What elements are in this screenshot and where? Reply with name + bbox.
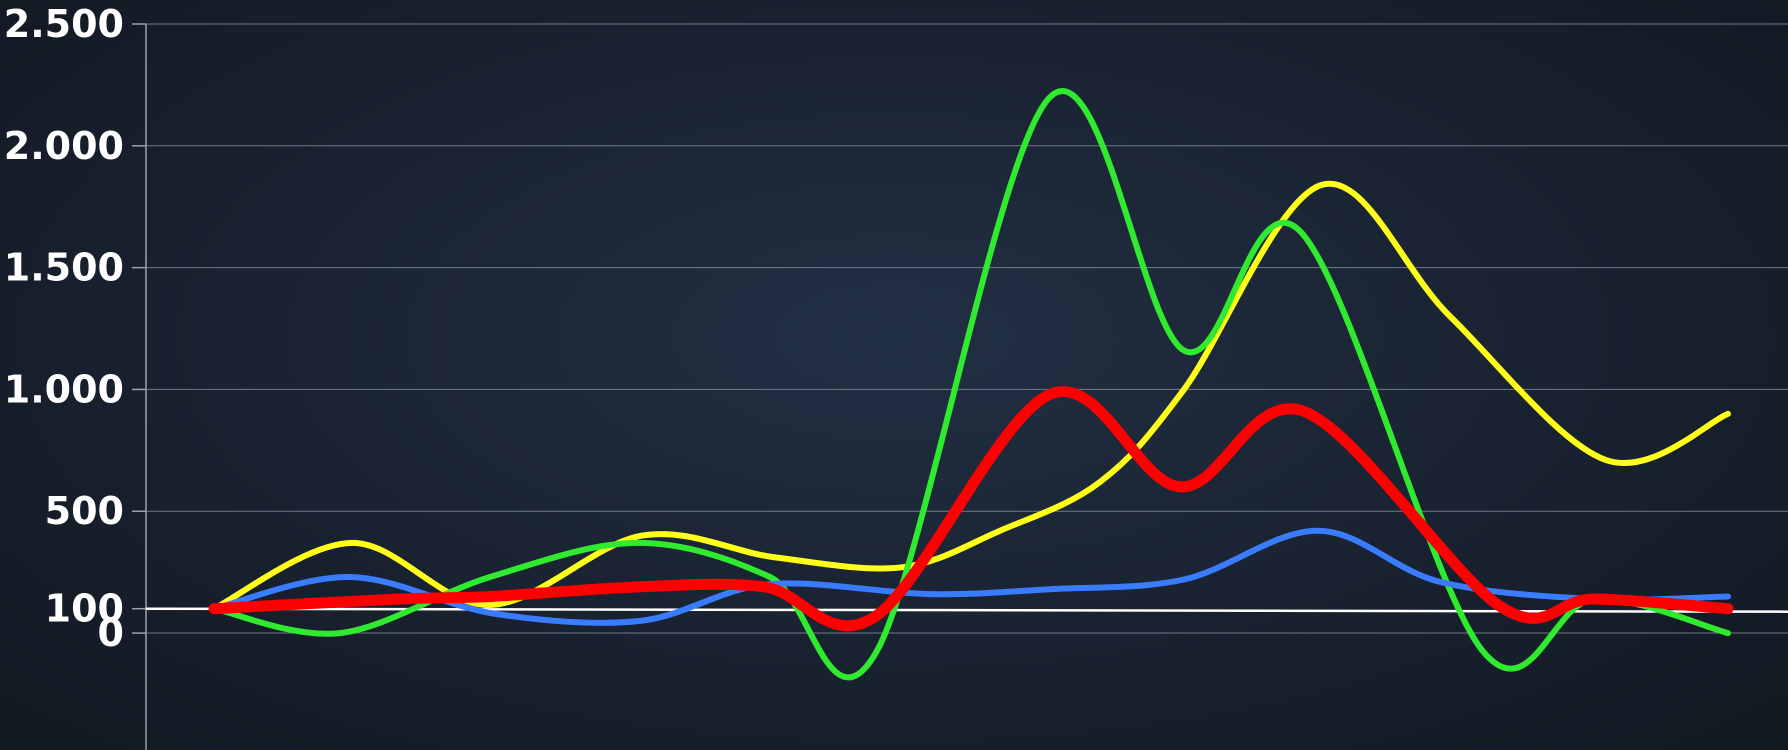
grid-lines bbox=[146, 23, 1788, 634]
y-tick-label: 0 bbox=[98, 611, 124, 655]
y-axis bbox=[132, 23, 147, 750]
series-line-3 bbox=[208, 386, 1734, 632]
reference-line-group bbox=[145, 607, 1788, 613]
series-lines bbox=[208, 88, 1734, 681]
y-tick-label: 500 bbox=[45, 489, 124, 533]
reference-line bbox=[145, 607, 1788, 613]
y-tick-label: 1.000 bbox=[4, 367, 124, 411]
series-line-2 bbox=[211, 527, 1731, 626]
y-tick-label: 100 bbox=[45, 587, 124, 631]
y-tick-label: 1.500 bbox=[4, 246, 124, 290]
y-tick-label: 2.500 bbox=[4, 2, 124, 46]
series-line-0 bbox=[211, 180, 1731, 612]
y-tick-label: 2.000 bbox=[4, 124, 124, 168]
series-line-1 bbox=[211, 88, 1731, 681]
